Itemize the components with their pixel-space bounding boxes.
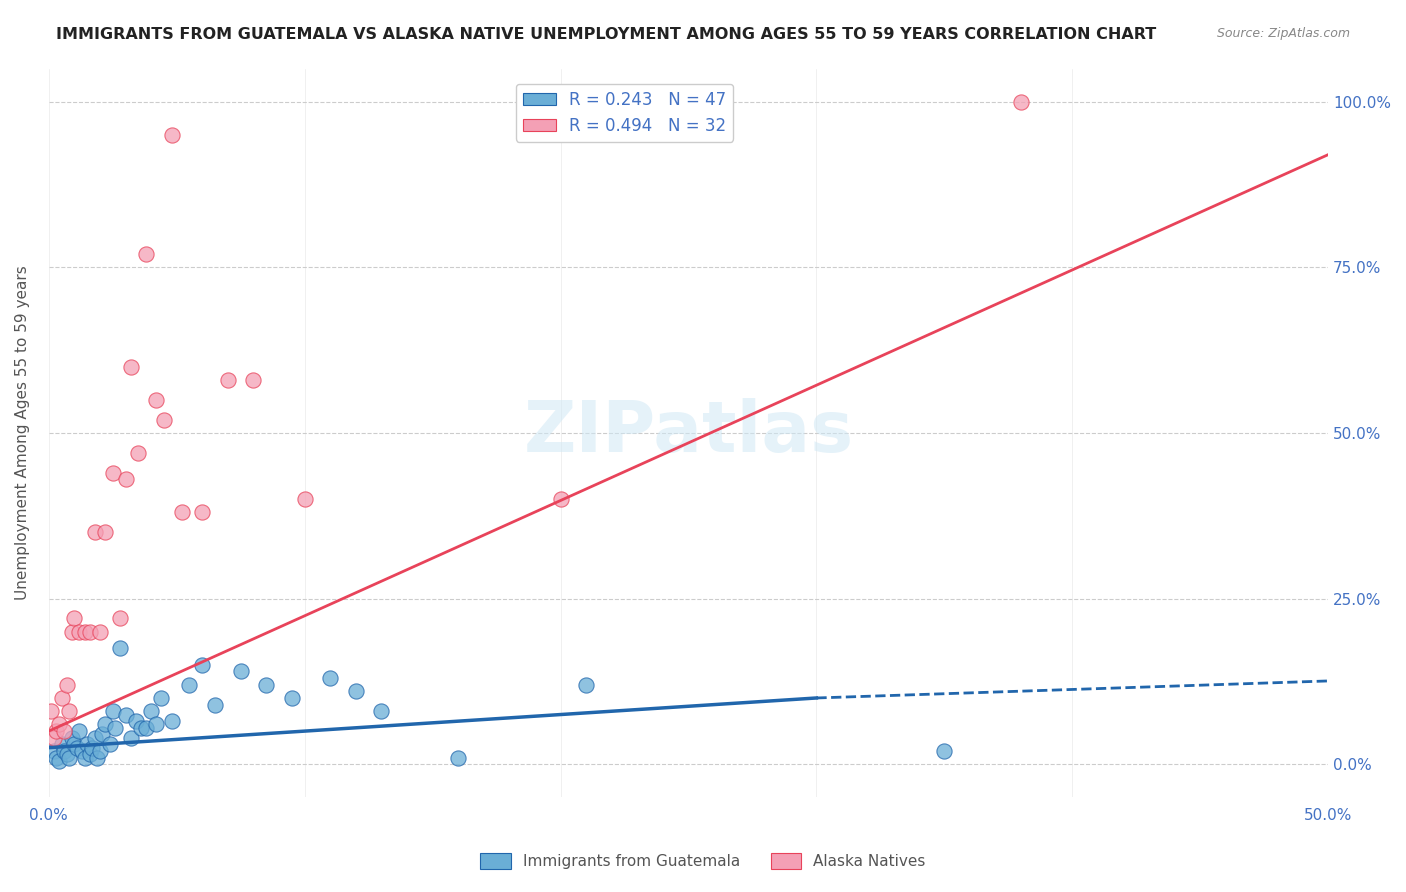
Point bbox=[160, 714, 183, 728]
Point bbox=[191, 657, 214, 672]
Point bbox=[79, 624, 101, 639]
Point bbox=[89, 624, 111, 639]
Point bbox=[934, 744, 956, 758]
Point bbox=[39, 704, 62, 718]
Y-axis label: Unemployment Among Ages 55 to 59 years: Unemployment Among Ages 55 to 59 years bbox=[15, 266, 30, 600]
Point bbox=[127, 446, 149, 460]
Point bbox=[42, 731, 65, 745]
Point bbox=[101, 704, 124, 718]
Point bbox=[55, 747, 77, 762]
Text: IMMIGRANTS FROM GUATEMALA VS ALASKA NATIVE UNEMPLOYMENT AMONG AGES 55 TO 59 YEAR: IMMIGRANTS FROM GUATEMALA VS ALASKA NATI… bbox=[56, 27, 1157, 42]
Point bbox=[70, 744, 93, 758]
Point bbox=[204, 698, 226, 712]
Point bbox=[45, 724, 67, 739]
Point bbox=[191, 506, 214, 520]
Point bbox=[129, 721, 152, 735]
Point bbox=[83, 731, 105, 745]
Point bbox=[135, 721, 157, 735]
Point bbox=[120, 359, 142, 374]
Point bbox=[110, 611, 132, 625]
Point bbox=[94, 717, 117, 731]
Point bbox=[242, 373, 264, 387]
Point bbox=[114, 472, 136, 486]
Point bbox=[83, 525, 105, 540]
Point bbox=[170, 506, 193, 520]
Point bbox=[55, 678, 77, 692]
Point bbox=[160, 128, 183, 142]
Point bbox=[73, 624, 96, 639]
Point bbox=[344, 684, 367, 698]
Point bbox=[125, 714, 148, 728]
Point bbox=[53, 724, 76, 739]
Point bbox=[82, 740, 104, 755]
Legend: Immigrants from Guatemala, Alaska Natives: Immigrants from Guatemala, Alaska Native… bbox=[474, 847, 932, 875]
Point bbox=[101, 466, 124, 480]
Point bbox=[120, 731, 142, 745]
Point bbox=[145, 392, 167, 407]
Point bbox=[447, 750, 470, 764]
Point bbox=[45, 750, 67, 764]
Point bbox=[69, 624, 91, 639]
Point bbox=[370, 704, 392, 718]
Point bbox=[145, 717, 167, 731]
Point bbox=[217, 373, 239, 387]
Point bbox=[42, 744, 65, 758]
Point bbox=[98, 737, 121, 751]
Point bbox=[63, 737, 86, 751]
Point bbox=[135, 247, 157, 261]
Point bbox=[104, 721, 127, 735]
Point bbox=[86, 750, 108, 764]
Point bbox=[69, 724, 91, 739]
Point bbox=[110, 641, 132, 656]
Point bbox=[94, 525, 117, 540]
Point bbox=[48, 754, 70, 768]
Point bbox=[63, 611, 86, 625]
Text: ZIPatlas: ZIPatlas bbox=[523, 399, 853, 467]
Point bbox=[60, 731, 83, 745]
Point bbox=[58, 750, 80, 764]
Point bbox=[254, 678, 277, 692]
Point bbox=[51, 737, 73, 751]
Point bbox=[91, 727, 114, 741]
Legend: R = 0.243   N = 47, R = 0.494   N = 32: R = 0.243 N = 47, R = 0.494 N = 32 bbox=[516, 84, 733, 142]
Point bbox=[150, 690, 173, 705]
Point bbox=[58, 704, 80, 718]
Point bbox=[66, 740, 89, 755]
Point bbox=[79, 747, 101, 762]
Point bbox=[179, 678, 201, 692]
Point bbox=[229, 665, 252, 679]
Point bbox=[153, 413, 176, 427]
Point bbox=[1010, 95, 1032, 109]
Point bbox=[319, 671, 342, 685]
Point bbox=[53, 744, 76, 758]
Point bbox=[294, 492, 316, 507]
Point bbox=[550, 492, 572, 507]
Point bbox=[51, 690, 73, 705]
Point bbox=[76, 737, 98, 751]
Text: Source: ZipAtlas.com: Source: ZipAtlas.com bbox=[1216, 27, 1350, 40]
Point bbox=[89, 744, 111, 758]
Point bbox=[114, 707, 136, 722]
Point bbox=[281, 690, 304, 705]
Point bbox=[139, 704, 162, 718]
Point bbox=[48, 717, 70, 731]
Point bbox=[575, 678, 598, 692]
Point bbox=[60, 624, 83, 639]
Point bbox=[73, 750, 96, 764]
